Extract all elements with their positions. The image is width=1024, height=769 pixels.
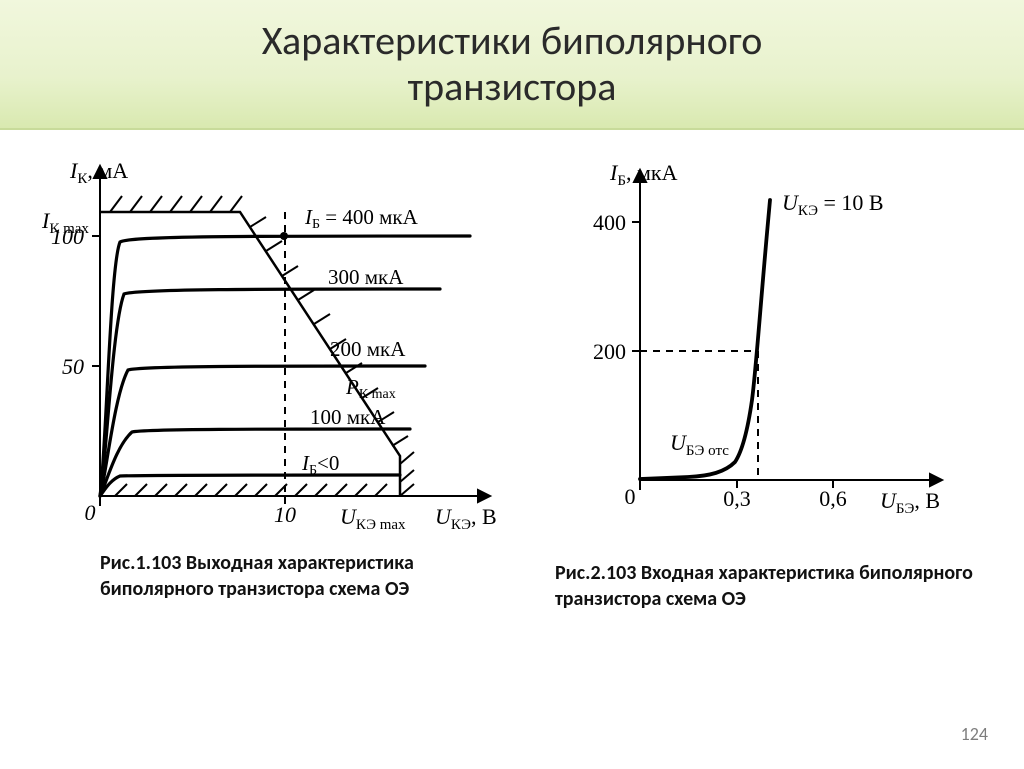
xl-tick-0: 0: [85, 500, 96, 525]
svg-text:0,6: 0,6: [819, 486, 847, 511]
right-caption: Рис.2.103 Входная характеристика биполяр…: [555, 560, 975, 612]
svg-text:UКЭ, В: UКЭ, В: [435, 504, 497, 533]
svg-text:UБЭ отс: UБЭ отс: [670, 430, 729, 459]
yl-tick-50: 50: [62, 354, 84, 379]
svg-text:IБ = 400 мкА: IБ = 400 мкА: [304, 205, 419, 232]
svg-text:IБ, мкА: IБ, мкА: [609, 160, 678, 189]
svg-text:UКЭ max: UКЭ max: [340, 504, 406, 533]
svg-text:PК max: PК max: [345, 375, 396, 402]
svg-text:IБ<0: IБ<0: [301, 451, 339, 478]
input-characteristic-chart: 0 0,3 0,6 200 400 IБ, мкА UБЭ, В UКЭ = 1: [570, 150, 970, 530]
svg-text:UКЭ = 10 В: UКЭ = 10 В: [782, 190, 884, 219]
xl-tick-10: 10: [274, 502, 296, 527]
output-characteristic-chart: 0 10 50 100 IК, мА UКЭ, В UКЭ max IК max: [40, 146, 510, 536]
svg-text:0,3: 0,3: [723, 486, 751, 511]
svg-text:200 мкА: 200 мкА: [330, 337, 406, 361]
svg-text:100 мкА: 100 мкА: [310, 405, 386, 429]
svg-text:IК max: IК max: [41, 208, 89, 237]
svg-text:IК, мА: IК, мА: [69, 158, 128, 187]
svg-text:300 мкА: 300 мкА: [328, 265, 404, 289]
svg-text:400: 400: [593, 210, 626, 235]
svg-text:0: 0: [625, 484, 636, 509]
svg-text:200: 200: [593, 339, 626, 364]
page-number: 124: [961, 723, 988, 745]
svg-text:UБЭ, В: UБЭ, В: [880, 488, 940, 517]
slide-title: Характеристики биполярноготранзистора: [262, 18, 763, 110]
content-area: 0 10 50 100 IК, мА UКЭ, В UКЭ max IК max: [0, 130, 1024, 769]
left-caption: Рис.1.103 Выходная характеристика биполя…: [100, 550, 520, 602]
slide-title-bar: Характеристики биполярноготранзистора: [0, 0, 1024, 130]
